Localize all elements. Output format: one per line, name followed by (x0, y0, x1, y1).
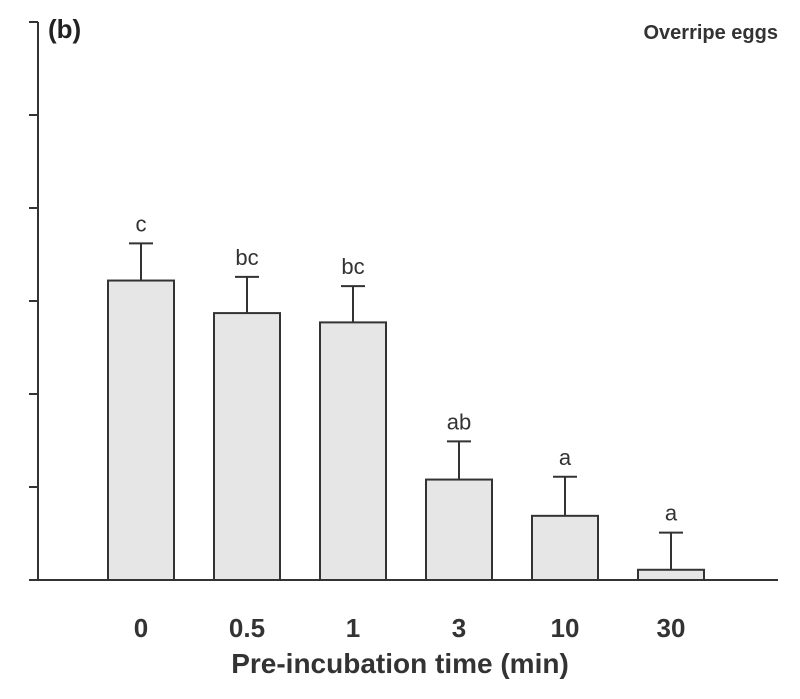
bars (107, 279, 705, 582)
error-bars (129, 242, 683, 570)
x-tick-label: 10 (551, 613, 580, 643)
bar (319, 321, 387, 581)
chart-subtitle: Overripe eggs (643, 22, 778, 44)
x-tick-labels: 0 0.5 1 3 10 30 (134, 613, 686, 643)
bar (531, 514, 599, 582)
x-tick-label: 0 (134, 613, 148, 643)
significance-letter: bc (341, 254, 364, 279)
x-tick-label: 3 (452, 613, 466, 643)
significance-letter: c (136, 211, 147, 236)
significance-letter: a (559, 445, 572, 470)
x-axis-label: Pre-incubation time (min) (231, 648, 569, 679)
bar (425, 478, 493, 581)
significance-letters: c bc bc ab a a (136, 211, 678, 525)
x-tick-label: 30 (657, 613, 686, 643)
bar (213, 312, 281, 581)
panel-label: (b) (48, 14, 82, 44)
bar (107, 279, 175, 581)
x-tick-label: 0.5 (229, 613, 265, 643)
significance-letter: bc (235, 245, 258, 270)
x-tick-label: 1 (346, 613, 360, 643)
significance-letter: a (665, 501, 678, 526)
bar (637, 568, 705, 582)
significance-letter: ab (447, 409, 471, 434)
